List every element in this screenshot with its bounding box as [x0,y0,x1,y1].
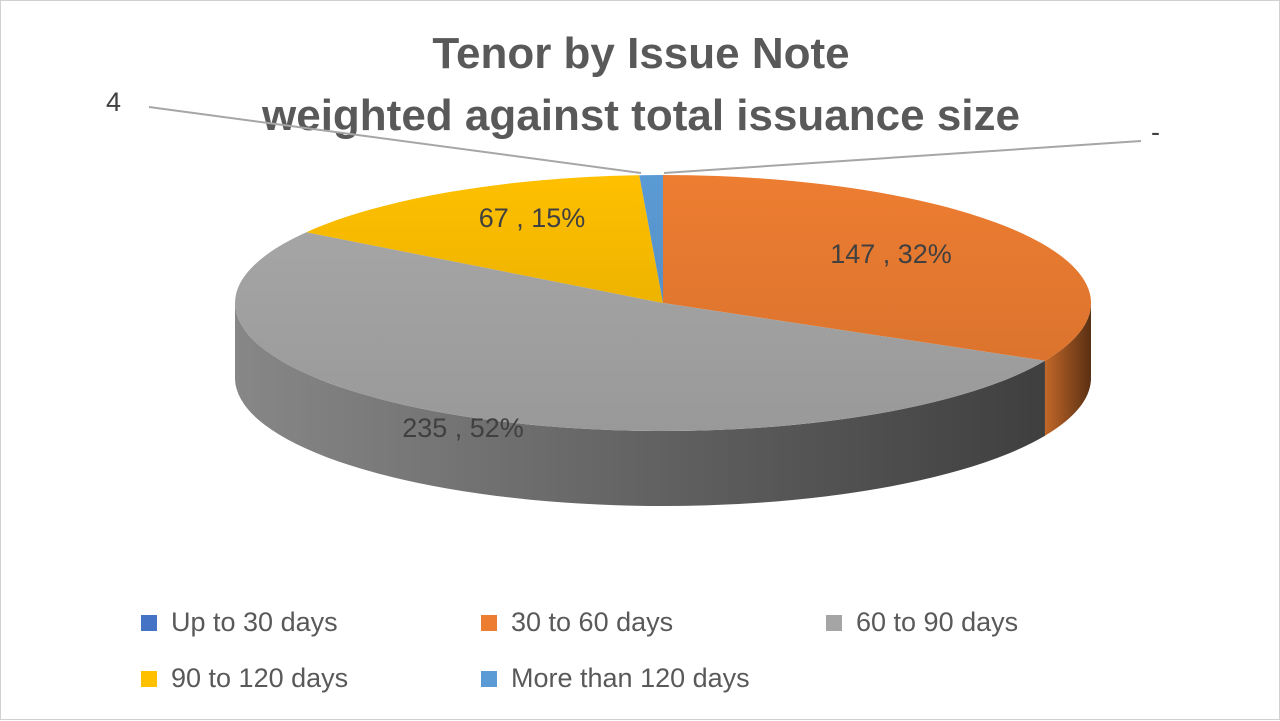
legend-item: 60 to 90 days [826,607,1018,638]
legend-item: 30 to 60 days [481,607,673,638]
legend-label: 30 to 60 days [511,607,674,637]
data-label: 235 , 52% [402,413,524,443]
leader-line [663,140,1142,174]
pie-slice [306,175,663,303]
legend-swatch [141,670,157,687]
legend-swatch [481,614,497,631]
pie-slice-side [1044,303,1091,436]
chart-subtitle: weighted against total issuance size [262,91,1020,140]
legend-item: Up to 30 days [141,607,338,638]
legend-swatch [481,670,497,687]
pie-slice-side [235,303,1045,507]
pie-slice [663,175,1091,361]
leader-line [148,106,642,174]
data-label: 147 , 32% [830,239,952,269]
data-label: 4 [106,87,121,117]
pie-slice [639,175,663,303]
chart-title: Tenor by Issue Note [432,29,850,78]
legend-label: 60 to 90 days [856,607,1019,637]
pie-slice [234,232,1045,431]
data-label: 67 , 15% [479,203,586,233]
legend-item: More than 120 days [481,663,750,694]
legend-label: 90 to 120 days [171,663,349,693]
legend-swatch [826,614,842,631]
legend-swatch [141,614,157,631]
legend-item: 90 to 120 days [141,663,348,694]
legend-label: More than 120 days [511,663,750,693]
legend-label: Up to 30 days [171,607,338,637]
data-label: - [1151,117,1160,147]
